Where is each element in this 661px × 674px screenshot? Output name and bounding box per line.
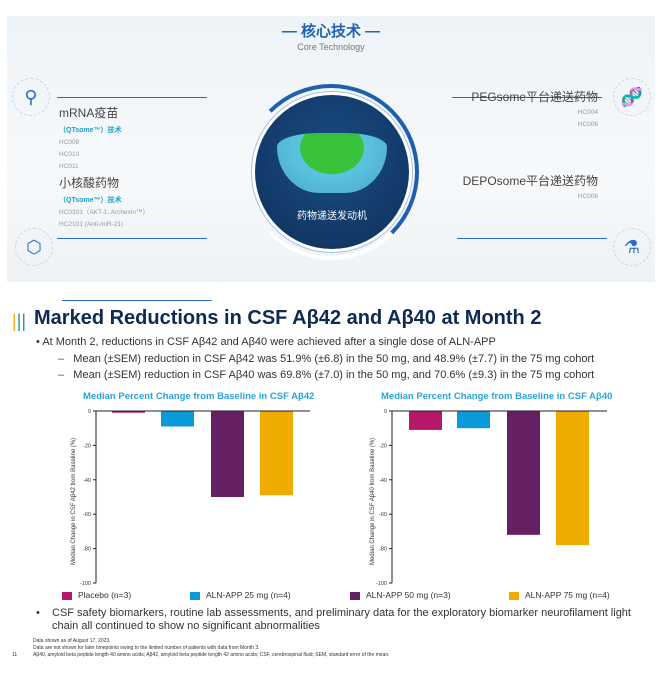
- legend-item: ALN-APP 25 mg (n=4): [190, 590, 291, 600]
- y-axis-label: Median Change in CSF Aβ40 from Baseline …: [370, 437, 376, 565]
- tech-code: HC2101 (Anti-miR-21): [59, 221, 124, 228]
- bar-1: [112, 411, 145, 413]
- connector-line: [62, 300, 212, 301]
- y-tick-label: 0: [384, 409, 387, 415]
- sub-bullet: – Mean (±SEM) reduction in CSF Aβ42 was …: [58, 353, 595, 365]
- y-tick-label: -100: [376, 581, 387, 587]
- legend-swatch: [190, 591, 200, 600]
- chart-abeta42: 0 -20 -40 -60 -80 -100: [80, 409, 310, 587]
- legend-label: Placebo (n=3): [78, 590, 132, 600]
- bar-2: [161, 411, 194, 427]
- bottom-bullet: • CSF safety biomarkers, routine lab asse…: [36, 607, 646, 633]
- bar-2: [457, 411, 490, 429]
- connector-line: [57, 97, 207, 98]
- page-number: 11: [12, 652, 18, 658]
- footnote: Data are not shown for later timepoints …: [33, 645, 260, 651]
- bottom-bullet-text: CSF safety biomarkers, routine lab asses…: [52, 607, 631, 632]
- footnotes: Data shown as of August 17, 2023. Data a…: [33, 638, 390, 659]
- chart-abeta40: 0 -20 -40 -60 -80 -100: [376, 409, 607, 587]
- charts: 0 -20 -40 -60 -80 -100 0 -20 -40 -60 -80 -100: [80, 409, 607, 587]
- tech-code: HC006: [577, 121, 598, 128]
- drug-delivery-engine: 药物递送发动机: [252, 92, 412, 252]
- tech-code: HC008: [577, 193, 598, 200]
- footnote: Aβ40, amyloid beta peptide length 40 ami…: [33, 652, 390, 658]
- legend-item: Placebo (n=3): [62, 590, 131, 600]
- tech-code: HC0301（AKT-1, Archexin™）: [59, 209, 149, 216]
- chart-title-abeta40: Median Percent Change from Baseline in C…: [381, 391, 613, 402]
- tech-mrna-vaccine: mRNA疫苗 （QTsome™）技术 HC009 HC010 HC011: [59, 104, 122, 173]
- slide-title: Marked Reductions in CSF Aβ42 and Aβ40 a…: [34, 307, 542, 329]
- y-tick-label: -20: [379, 443, 387, 449]
- sub-bullet-text: Mean (±SEM) reduction in CSF Aβ40 was 69…: [73, 369, 595, 381]
- center-label: 药物递送发动机: [297, 211, 367, 222]
- tech-platform: （QTsome™）技术: [59, 127, 122, 134]
- tech-deposome: DEPOsome平台递送药物 HC008: [463, 172, 598, 203]
- tech-heading: PEGsome平台递送药物: [471, 90, 598, 104]
- bullet: • At Month 2, reductions in CSF Aβ42 and…: [36, 336, 496, 348]
- y-tick-label: -20: [83, 443, 91, 449]
- banner-title: — 核心技术 —: [281, 23, 381, 40]
- legend-swatch: [509, 591, 519, 600]
- tech-code: HC010: [59, 151, 80, 158]
- dna-icon: 🧬: [613, 78, 651, 116]
- legend-label: ALN-APP 50 mg (n=3): [366, 590, 451, 600]
- molecule-icon: ⚲: [12, 78, 50, 116]
- tech-heading: mRNA疫苗: [59, 106, 119, 120]
- chart-title-abeta42: Median Percent Change from Baseline in C…: [83, 391, 315, 402]
- tech-code: HC011: [59, 163, 79, 170]
- footnote: Data shown as of August 17, 2023.: [33, 638, 111, 644]
- bar-3: [507, 411, 540, 535]
- connector-line: [452, 97, 602, 98]
- connector-line: [57, 238, 207, 239]
- outer-ring: [243, 84, 419, 260]
- y-tick-label: -60: [83, 512, 91, 518]
- hexagon-ring-icon: ⬡: [15, 228, 53, 266]
- legend-item: ALN-APP 50 mg (n=3): [350, 590, 451, 600]
- tech-code: HC004: [577, 109, 598, 116]
- y-tick-label: 0: [88, 409, 91, 415]
- tech-code: HC009: [59, 139, 80, 146]
- y-tick-label: -80: [83, 547, 91, 553]
- title-accent-bars: |||: [12, 311, 27, 331]
- bar-3: [211, 411, 244, 497]
- bullet-text: At Month 2, reductions in CSF Aβ42 and A…: [42, 336, 496, 348]
- y-tick-label: -100: [80, 581, 91, 587]
- legend-item: ALN-APP 75 mg (n=4): [509, 590, 610, 600]
- y-tick-label: -40: [83, 478, 91, 484]
- y-tick-label: -80: [379, 547, 387, 553]
- flask-icon: ⚗: [613, 228, 651, 266]
- connector-line: [457, 238, 607, 239]
- legend-swatch: [62, 591, 72, 600]
- legend-swatch: [350, 591, 360, 600]
- tech-platform: （QTsome™）技术: [59, 197, 122, 204]
- tech-pegsome: PEGsome平台递送药物 HC004 HC006: [471, 88, 598, 131]
- legend-label: ALN-APP 75 mg (n=4): [525, 590, 610, 600]
- tech-small-nucleic-acid: 小核酸药物 （QTsome™）技术 HC0301（AKT-1, Archexin…: [59, 174, 149, 231]
- liposome-image: [277, 133, 387, 193]
- y-tick-label: -60: [379, 512, 387, 518]
- tech-heading: 小核酸药物: [59, 176, 120, 190]
- bar-4: [260, 411, 293, 496]
- legend-label: ALN-APP 25 mg (n=4): [206, 590, 291, 600]
- sub-bullet: – Mean (±SEM) reduction in CSF Aβ40 was …: [58, 369, 595, 381]
- tech-heading: DEPOsome平台递送药物: [462, 174, 598, 188]
- bar-4: [556, 411, 589, 546]
- y-axis-label: Median Change in CSF Aβ42 from Baseline …: [71, 437, 77, 565]
- banner-subtitle: Core Technology: [297, 42, 365, 52]
- core-technology-banner: — 核心技术 — Core Technology 药物递送发动机 ⚲ ⬡ 🧬 ⚗…: [7, 16, 655, 301]
- sub-bullet-text: Mean (±SEM) reduction in CSF Aβ42 was 51…: [73, 353, 595, 365]
- y-tick-label: -40: [379, 478, 387, 484]
- bar-1: [409, 411, 442, 430]
